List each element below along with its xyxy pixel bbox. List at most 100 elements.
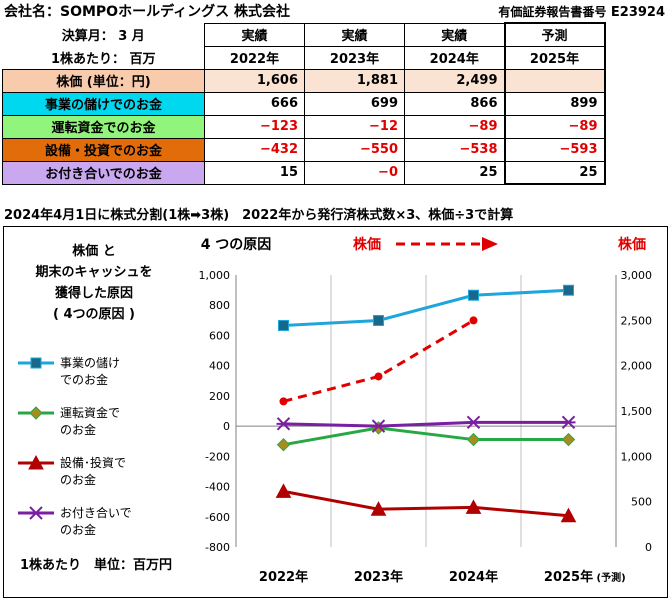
data-point (370, 501, 387, 516)
col-year-2025: 2025年 (503, 45, 606, 70)
unit-note: 1株あたり 単位：百万円 (20, 557, 172, 573)
y-left-tick-label: -600 (205, 511, 230, 524)
cell-value: 899 (503, 91, 606, 116)
cell-value: −89 (503, 114, 606, 139)
legend-marker (29, 406, 43, 420)
series-line (283, 489, 569, 518)
data-point (371, 421, 386, 435)
unit-label: 1株あたり： 百万 (50, 51, 156, 67)
table-year-row: 1株あたり： 百万 2022年 2023年 2024年 2025年 (3, 45, 606, 70)
data-point (275, 483, 292, 498)
y-right-tick-label: 1,000 (621, 450, 653, 463)
data-point (276, 437, 291, 452)
y-right-tick-label: 2,500 (621, 314, 653, 327)
stock-price-axis-label: 株価 (618, 236, 646, 253)
y-left-tick-label: -800 (205, 541, 230, 554)
cell-value: 1,606 (204, 68, 305, 93)
y-left-tick-label: -200 (205, 450, 230, 463)
cell-value: −89 (404, 114, 505, 139)
data-point (374, 372, 383, 381)
legend-text: 運転資金で (60, 405, 120, 420)
col-year-2023: 2023年 (304, 45, 405, 70)
cash-flow-chart: -800 -600 -400 -200 0 200 400 600 800 1,000 0 500 1,… (18, 236, 653, 585)
row-label: 設備・投資でのお金 (2, 137, 205, 162)
y-left-tick-label: 400 (209, 360, 230, 373)
stock-price-arrow-label: 株価 (353, 236, 381, 253)
legend-marker (28, 454, 44, 470)
cell-value: −432 (204, 137, 305, 162)
table-row: 事業の儲けでのお金 666 699 866 899 (2, 91, 606, 116)
filing-label: 有価証券報告書番号 (498, 5, 607, 19)
data-point (468, 289, 479, 301)
x-tick-label: 2023年 (354, 569, 403, 585)
col-type-2024: 実績 (404, 22, 505, 47)
series-line (283, 288, 569, 327)
y-right-tick-label: 1,500 (621, 405, 653, 418)
chart-frame: -800 -600 -400 -200 0 200 400 600 800 1,000 0 500 1,… (3, 226, 668, 598)
series-line (283, 426, 569, 447)
table-row: 設備・投資でのお金 −432 −550 −538 −593 (2, 137, 606, 162)
y-left-tick-label: 600 (209, 329, 230, 342)
legend-text: のお金 (60, 422, 96, 437)
table-header-row: 決算月： 3 月 実績 実績 実績 予測 (3, 22, 606, 47)
company-name: 会社名：SOMPOホールディングス 株式会社 (4, 4, 290, 20)
filing-code: E23924 (610, 5, 665, 20)
filing-number: 有価証券報告書番号 E23924 (498, 3, 665, 20)
row-label: お付き合いでのお金 (2, 160, 205, 185)
col-type-2022: 実績 (204, 22, 305, 47)
series-line (283, 319, 475, 403)
cell-value (503, 68, 606, 93)
four-causes-label: 4 つの原因 (201, 237, 272, 253)
chart-box-title: 株価 と (72, 243, 116, 259)
y-left-tick-label: 1,000 (199, 269, 231, 282)
y-left-tick-label: -400 (205, 481, 230, 494)
data-point (561, 415, 576, 430)
chart-box-title: 獲得した原因 (55, 285, 133, 301)
data-point (466, 415, 481, 430)
data-point (563, 284, 574, 296)
col-type-2025: 予測 (503, 22, 606, 47)
cell-value: −123 (204, 114, 305, 139)
legend-text: 設備･投資で (60, 455, 126, 470)
x-tick-label: 2022年 (259, 569, 308, 585)
cell-value: 666 (204, 91, 305, 116)
cell-value: 1,881 (304, 68, 405, 93)
data-point (469, 316, 478, 325)
cell-value: 15 (204, 160, 305, 185)
forecast-suffix: (予測) (597, 571, 626, 584)
cell-value: −12 (304, 114, 405, 139)
row-label: 事業の儲けでのお金 (2, 91, 205, 116)
cell-value: −538 (404, 137, 505, 162)
legend-text: のお金 (60, 522, 96, 537)
cell-value: 2,499 (404, 68, 505, 93)
stock-split-note: 2024年4月1日に株式分割(1株➡3株) 2022年から発行済株式数×3、株価… (4, 208, 514, 223)
data-point (466, 432, 481, 447)
data-point (276, 417, 291, 431)
data-point (371, 419, 386, 433)
chart-box-title: 期末のキャッシュを (35, 264, 152, 280)
data-point (279, 397, 288, 406)
legend-text: でのお金 (60, 372, 108, 387)
col-year-2024: 2024年 (404, 45, 505, 70)
table-row: お付き合いでのお金 15 −0 25 25 (2, 160, 606, 185)
col-year-2022: 2022年 (204, 45, 305, 70)
table-row: 運転資金でのお金 −123 −12 −89 −89 (2, 114, 606, 139)
row-label: 株価 (単位：円) (2, 68, 205, 93)
col-type-2023: 実績 (304, 22, 405, 47)
y-left-tick-label: 200 (209, 390, 230, 403)
legend-text: お付き合いで (60, 505, 132, 520)
y-right-tick-label: 500 (631, 496, 652, 509)
cell-value: 25 (503, 160, 606, 185)
arrow-head-icon (482, 237, 498, 251)
cell-value: −0 (304, 160, 405, 185)
legend-marker (30, 357, 42, 369)
x-tick-label: 2024年 (449, 569, 498, 585)
cell-value: 866 (404, 91, 505, 116)
table-row: 株価 (単位：円) 1,606 1,881 2,499 (2, 68, 606, 93)
fiscal-month-label: 決算月： 3 月 (61, 29, 145, 44)
y-left-tick-label: 0 (223, 420, 230, 433)
legend-text: のお金 (60, 472, 96, 487)
y-right-tick-label: 3,000 (621, 269, 653, 282)
x-tick-label: 2025年 (544, 569, 593, 585)
row-label: 運転資金でのお金 (2, 114, 205, 139)
